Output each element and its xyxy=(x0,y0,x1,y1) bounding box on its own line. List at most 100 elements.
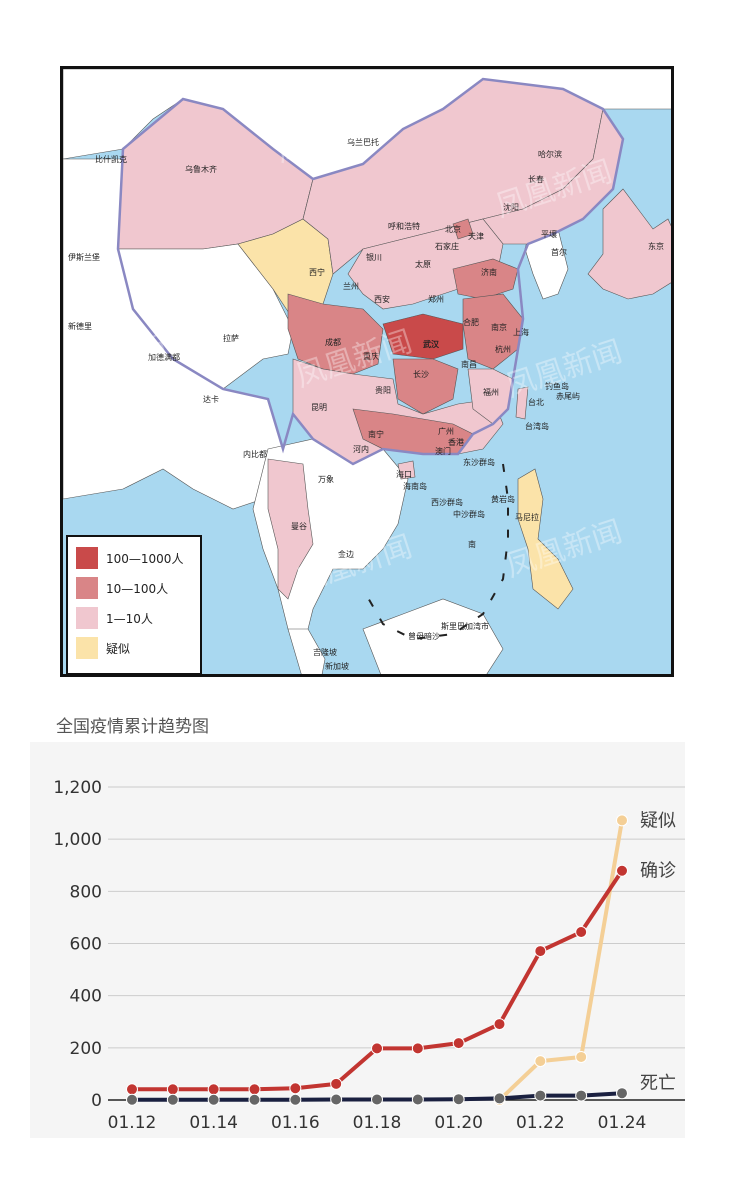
map-label: 钓鱼岛 xyxy=(545,382,569,391)
data-point xyxy=(616,864,628,877)
map-label: 呼和浩特 xyxy=(388,222,420,231)
map-label: 南京 xyxy=(491,323,507,332)
legend-label: 1—10人 xyxy=(106,611,153,626)
data-point xyxy=(411,1042,424,1055)
data-point xyxy=(493,1092,506,1105)
data-point xyxy=(289,1093,302,1106)
map-label: 东沙群岛 xyxy=(463,458,495,467)
legend-swatch xyxy=(76,607,98,629)
legend-item: 100—1000人 xyxy=(76,547,183,569)
data-point xyxy=(371,1042,383,1055)
map-label: 澳门 xyxy=(435,447,451,456)
data-point xyxy=(534,945,547,958)
map-label: 天津 xyxy=(468,232,484,241)
map-legend: 100—1000人 10—100人 1—10人 疑似 xyxy=(66,535,202,674)
map-label: 长沙 xyxy=(413,370,429,379)
map-label: 长春 xyxy=(528,175,544,184)
region-sichuan xyxy=(287,293,384,375)
map-label: 乌鲁木齐 xyxy=(185,165,217,174)
data-point xyxy=(575,926,588,939)
data-point xyxy=(452,1093,465,1106)
map-label: 曾母暗沙 xyxy=(408,632,440,641)
x-tick-label: 01.22 xyxy=(516,1113,565,1133)
map-label: 赤尾屿 xyxy=(556,392,580,401)
map-label: 香港 xyxy=(448,438,464,447)
series-line xyxy=(498,820,624,1102)
map-label: 西宁 xyxy=(309,268,325,277)
map-label: 哈尔滨 xyxy=(538,150,562,159)
x-tick-label: 01.16 xyxy=(271,1113,320,1133)
series-line xyxy=(132,869,624,1092)
map-label: 上海 xyxy=(513,328,529,337)
y-tick-label: 0 xyxy=(91,1091,102,1111)
legend-item: 1—10人 xyxy=(76,607,153,629)
chart-background xyxy=(30,742,685,1138)
map-label: 济南 xyxy=(481,268,497,277)
data-point xyxy=(616,814,628,827)
map-label: 南 xyxy=(468,540,476,549)
data-point xyxy=(207,1093,220,1106)
map-label: 内比都 xyxy=(243,450,267,459)
map-label: 新德里 xyxy=(68,322,92,331)
series-label: 死亡 xyxy=(640,1073,676,1094)
y-tick-label: 1,200 xyxy=(53,778,102,798)
x-tick-label: 01.14 xyxy=(189,1113,238,1133)
map-label: 平壤 xyxy=(541,230,557,239)
china-map: 乌鲁木齐 乌兰巴托 哈尔滨 长春 沈阳 呼和浩特 北京 天津 石家庄 银川 太原… xyxy=(60,66,674,677)
x-tick-label: 01.18 xyxy=(353,1113,402,1133)
map-label: 南宁 xyxy=(368,430,384,439)
data-point xyxy=(330,1077,343,1090)
map-label: 西沙群岛 xyxy=(431,498,463,507)
map-label: 黄岩岛 xyxy=(491,495,515,504)
map-shapes xyxy=(63,69,671,674)
map-label: 吉隆坡 xyxy=(313,648,337,657)
map-label: 贵阳 xyxy=(375,386,391,395)
map-label: 北京 xyxy=(445,225,461,234)
region-beijing xyxy=(452,218,474,240)
map-label: 曼谷 xyxy=(291,522,307,531)
map-label: 沈阳 xyxy=(503,203,519,212)
data-point xyxy=(330,1093,343,1106)
map-label: 合肥 xyxy=(463,318,479,327)
legend-item: 10—100人 xyxy=(76,577,168,599)
china-border xyxy=(116,77,625,466)
y-tick-label: 200 xyxy=(70,1039,102,1059)
data-point xyxy=(289,1082,302,1095)
data-point xyxy=(126,1083,138,1096)
region-hubei xyxy=(382,313,464,360)
series-label: 疑似 xyxy=(640,810,676,831)
map-label: 加德满都 xyxy=(148,353,180,362)
region-east xyxy=(462,293,524,370)
map-label: 新加坡 xyxy=(325,662,349,671)
data-point xyxy=(534,1089,547,1102)
region-shandong xyxy=(452,258,519,300)
data-point xyxy=(575,1089,588,1102)
map-label: 台湾岛 xyxy=(525,422,549,431)
y-tick-label: 600 xyxy=(70,935,102,955)
data-point xyxy=(616,1087,628,1100)
data-point xyxy=(166,1083,179,1096)
map-label: 乌兰巴托 xyxy=(347,138,379,147)
land-borneo xyxy=(362,598,504,674)
legend-swatch xyxy=(76,577,98,599)
legend-label: 10—100人 xyxy=(106,581,169,596)
legend-item: 疑似 xyxy=(76,637,130,659)
map-label: 拉萨 xyxy=(223,334,239,343)
x-tick-label: 01.24 xyxy=(598,1113,647,1133)
data-point xyxy=(575,1050,588,1063)
data-point xyxy=(493,1018,506,1031)
map-label: 海口 xyxy=(396,470,412,479)
map-label: 广州 xyxy=(438,427,454,436)
region-philippines xyxy=(517,468,574,610)
map-label: 重庆 xyxy=(363,352,379,361)
land-malaya xyxy=(287,628,326,674)
region-taiwan xyxy=(515,386,529,420)
map-label: 台北 xyxy=(528,398,544,407)
data-point xyxy=(207,1083,220,1096)
map-label: 武汉 xyxy=(423,340,439,349)
map-label: 首尔 xyxy=(551,248,567,257)
map-label: 万象 xyxy=(318,475,334,484)
map-label: 达卡 xyxy=(203,395,219,404)
data-point xyxy=(126,1093,138,1106)
